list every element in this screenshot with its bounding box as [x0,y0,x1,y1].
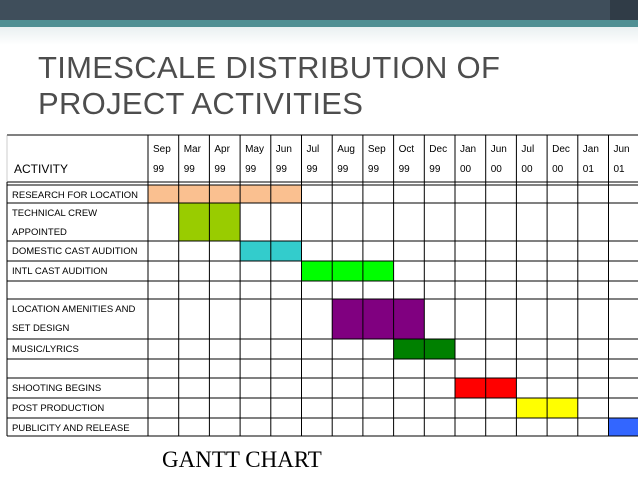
gantt-bar [301,261,394,281]
month-label: May [245,144,264,155]
activity-label: MUSIC/LYRICS [12,344,79,355]
month-label: Jun [491,144,507,155]
gantt-bar [332,299,425,339]
month-label: Oct [399,144,415,155]
year-label: 99 [368,164,380,175]
gantt-table-bg [7,135,638,436]
year-label: 01 [614,164,626,175]
month-label: Jan [583,144,599,155]
activity-label: SET DESIGN [12,323,70,334]
month-label: Jul [307,144,320,155]
slide-top-bar-corner [610,0,638,20]
activity-label: PUBLICITY AND RELEASE [12,423,130,434]
activity-label: POST PRODUCTION [12,403,104,414]
year-label: 00 [460,164,472,175]
gantt-bar [608,418,638,436]
year-label: 99 [184,164,196,175]
year-label: 99 [214,164,226,175]
year-label: 99 [276,164,288,175]
month-label: Mar [184,144,202,155]
year-label: 00 [521,164,533,175]
year-label: 00 [552,164,564,175]
month-label: Dec [552,144,570,155]
month-label: Jan [460,144,476,155]
slide-header-fade [0,27,638,45]
year-label: 99 [399,164,411,175]
month-label: Jun [276,144,292,155]
activity-label: SHOOTING BEGINS [12,383,101,394]
year-label: 99 [307,164,319,175]
gantt-caption: GANTT CHART [162,447,322,472]
activity-label: TECHNICAL CREW [12,208,97,219]
gantt-bar [148,185,302,203]
year-label: 99 [429,164,441,175]
month-label: Jun [614,144,630,155]
year-label: 01 [583,164,595,175]
year-label: 00 [491,164,503,175]
year-label: 99 [153,164,165,175]
month-label: Sep [153,144,171,155]
activity-label: LOCATION AMENITIES AND [12,304,135,315]
month-label: Jul [521,144,534,155]
slide-accent-stripe [0,20,638,27]
activity-label: INTL CAST AUDITION [12,266,108,277]
activity-header: ACTIVITY [14,162,68,176]
month-label: Aug [337,144,355,155]
year-label: 99 [245,164,257,175]
activity-label: DOMESTIC CAST AUDITION [12,246,138,257]
activity-label: RESEARCH FOR LOCATION [12,190,138,201]
activity-label: APPOINTED [12,227,67,238]
month-label: Sep [368,144,386,155]
slide-top-bar [0,0,638,20]
month-label: Apr [214,144,230,155]
month-label: Dec [429,144,447,155]
slide-title: TIMESCALE DISTRIBUTION OF PROJECT ACTIVI… [38,50,501,121]
year-label: 99 [337,164,349,175]
